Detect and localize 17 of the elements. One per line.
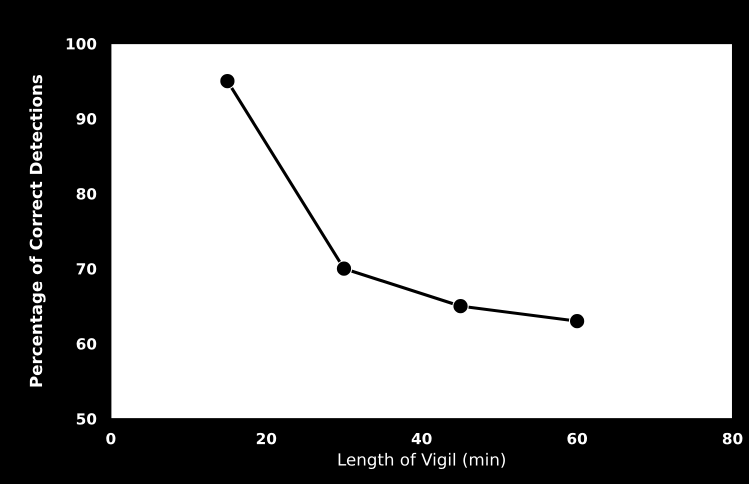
point: [452, 298, 469, 314]
y-tick-label: 90: [76, 113, 96, 125]
x-tick-label: 0: [106, 432, 116, 444]
x-tick-label: 20: [256, 432, 276, 444]
y-axis-title: Percentage of Correct Detections: [29, 74, 46, 386]
y-tick-label: 60: [76, 338, 96, 350]
y-tick-label: 70: [76, 263, 96, 275]
x-tick-label: 40: [412, 432, 432, 444]
x-axis-title: Length of Vigil (min): [338, 452, 505, 470]
point: [336, 260, 352, 277]
point: [219, 72, 236, 90]
x-tick-label: 80: [722, 432, 742, 444]
point: [568, 312, 586, 330]
y-tick-label: 80: [76, 188, 96, 200]
y-tick-label: 100: [66, 38, 96, 50]
x-tick-label: 60: [567, 432, 588, 444]
y-tick-label: 50: [76, 413, 96, 425]
